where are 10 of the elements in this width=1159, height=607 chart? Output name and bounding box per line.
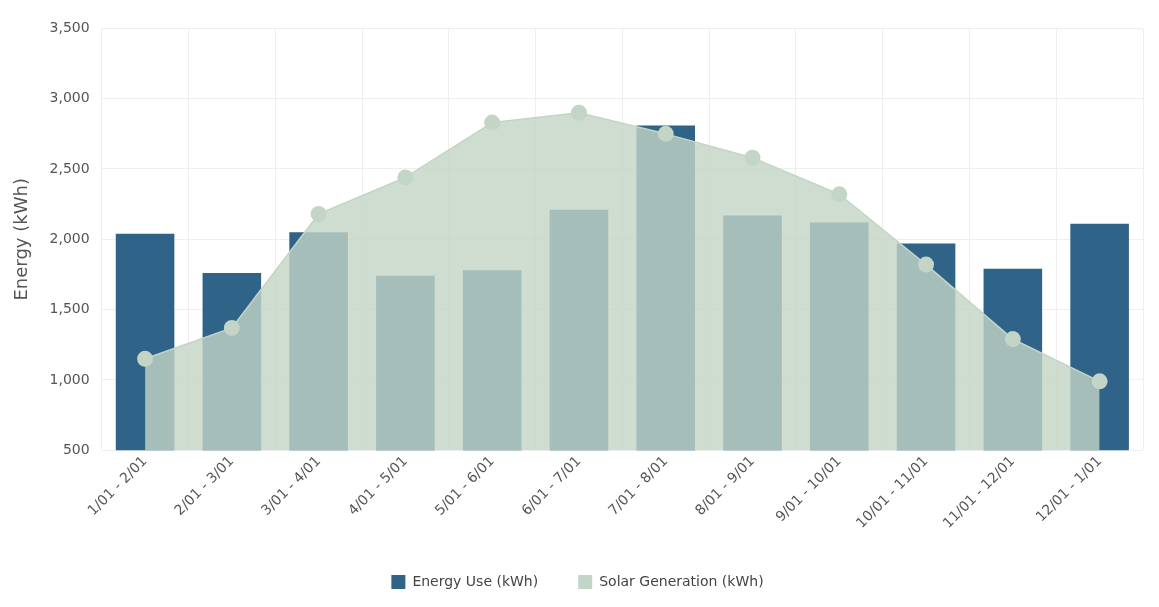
- y-tick-label: 2,500: [49, 159, 90, 176]
- y-tick-label: 1,000: [49, 370, 90, 387]
- legend-label: Solar Generation (kWh): [599, 572, 764, 589]
- y-tick-label: 3,500: [49, 19, 90, 36]
- y-tick-label: 2,000: [49, 229, 90, 246]
- y-axis-title: Energy (kWh): [10, 178, 32, 301]
- y-tick-label: 3,000: [49, 89, 90, 106]
- legend-label: Energy Use (kWh): [412, 572, 539, 589]
- y-tick-label: 1,500: [49, 300, 90, 317]
- y-tick-label: 500: [62, 440, 90, 457]
